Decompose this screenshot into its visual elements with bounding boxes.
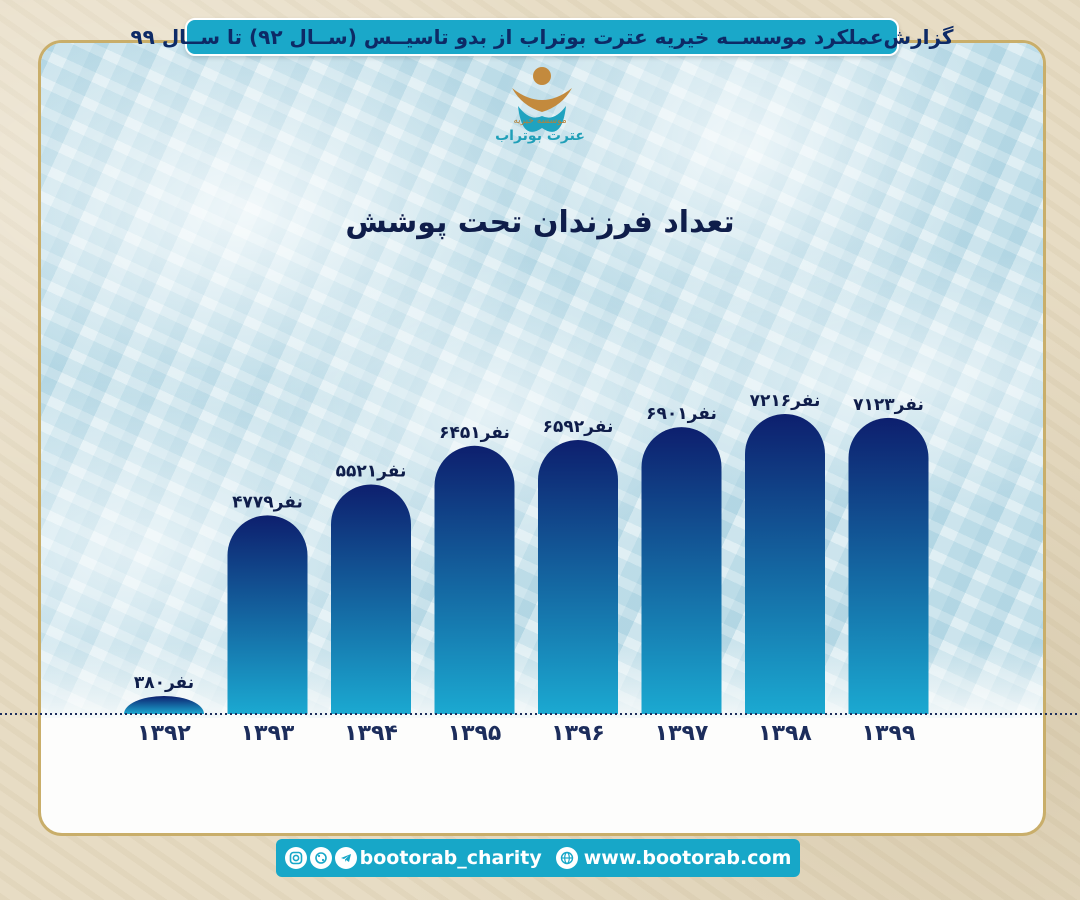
data-label-0: ۳۸۰نفر	[134, 673, 194, 693]
category-label-0: ۱۳۹۲	[137, 721, 191, 746]
bar-6	[745, 414, 825, 714]
report-title-banner: گزارش‌عملکرد موسســه خیریه عترت بوتراب ا…	[130, 18, 954, 56]
website-link[interactable]: www.bootorab.com	[583, 847, 792, 869]
category-label-6: ۱۳۹۸	[758, 721, 812, 746]
logo-subtitle: عترت بوتراب	[495, 128, 585, 144]
logo-arms-icon	[512, 88, 572, 112]
footer-bar: bootorab_charity www.bootorab.com	[276, 839, 800, 877]
logo-bowl-icon	[518, 106, 566, 132]
category-label-5: ۱۳۹۷	[655, 721, 709, 746]
data-label-7: ۷۱۲۳نفر	[853, 395, 924, 415]
data-label-5: ۶۹۰۱نفر	[646, 404, 717, 424]
data-label-6: ۷۲۱۶نفر	[750, 391, 821, 411]
data-label-3: ۶۴۵۱نفر	[439, 423, 510, 443]
bar-3	[434, 445, 515, 714]
charity-logo	[512, 67, 572, 132]
bar-2	[331, 484, 411, 714]
category-label-7: ۱۳۹۹	[862, 721, 916, 746]
logo-head-icon	[533, 67, 551, 85]
data-label-1: ۴۷۷۹نفر	[232, 492, 303, 512]
social-handle[interactable]: bootorab_charity	[359, 847, 542, 869]
category-label-1: ۱۳۹۳	[241, 721, 295, 746]
bar-7	[848, 417, 929, 714]
bar-1	[227, 515, 308, 714]
data-label-4: ۶۵۹۲نفر	[543, 417, 614, 437]
aparat-icon[interactable]	[309, 847, 332, 869]
globe-icon[interactable]	[555, 847, 578, 869]
bar-5	[641, 427, 722, 714]
category-label-2: ۱۳۹۴	[344, 721, 398, 746]
bar-0	[124, 696, 204, 714]
category-label-4: ۱۳۹۶	[551, 721, 605, 746]
telegram-icon[interactable]	[334, 847, 357, 869]
chart-title: تعداد فرزندان تحت پوشش	[345, 205, 735, 240]
bar-4	[538, 439, 618, 714]
logo-name: موسسه خیریه	[513, 116, 567, 126]
instagram-icon[interactable]	[284, 847, 307, 869]
data-label-2: ۵۵۲۱نفر	[336, 461, 407, 481]
category-label-3: ۱۳۹۵	[448, 721, 502, 746]
